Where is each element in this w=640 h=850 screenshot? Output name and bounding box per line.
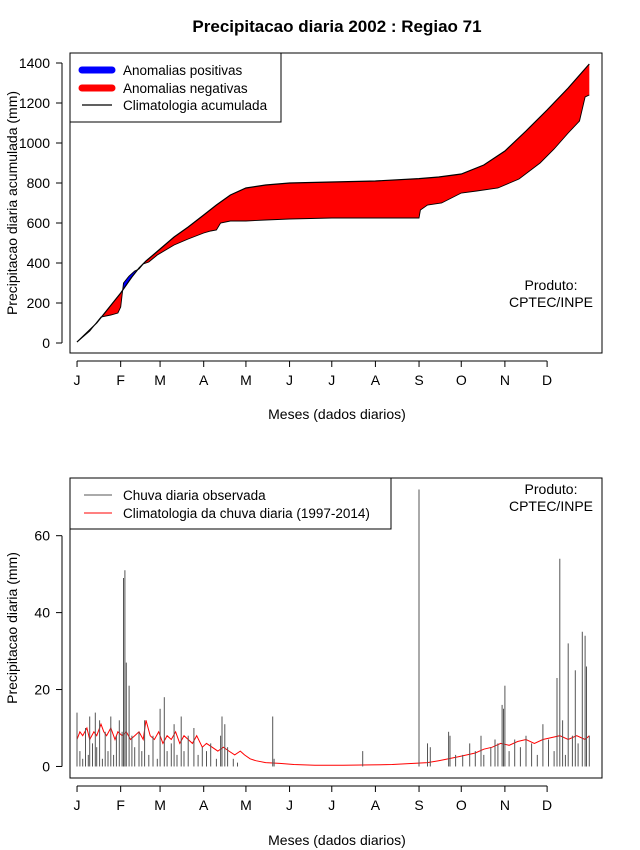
daily-climatology-line — [76, 720, 590, 766]
x-tick-label: M — [240, 372, 252, 388]
y-tick-label: 200 — [27, 295, 51, 311]
legend-2: Chuva diaria observada Climatologia da c… — [69, 477, 392, 530]
series-lines — [76, 63, 590, 343]
y-axis-label: Precipitacao diaria acumulada (mm) — [4, 91, 20, 315]
x-tick-label: D — [542, 372, 552, 388]
chart-title: Precipitacao diaria 2002 : Regiao 71 — [192, 17, 481, 36]
y-axis-2: 0 20 40 60 — [34, 528, 63, 774]
y-axis: 0 200 400 600 800 1000 1200 1400 — [19, 55, 63, 351]
p2-x-tick-label: M — [240, 797, 252, 813]
y-tick-label: 1200 — [19, 95, 50, 111]
x-tick-label: A — [371, 372, 381, 388]
daily-precip-chart: 0 20 40 60 J F M A M J J A S O N D Meses (dados diario… — [4, 477, 603, 848]
legend-label-climatology-daily: Climatologia da chuva diaria (1997-2014) — [123, 506, 370, 521]
legend-label-climatology: Climatologia acumulada — [123, 98, 268, 113]
x-tick-label: N — [500, 372, 510, 388]
y-tick-label: 1400 — [19, 55, 50, 71]
x-tick-label: J — [328, 372, 335, 388]
x-tick-label: O — [456, 372, 467, 388]
y-tick-label: 800 — [27, 175, 51, 191]
legend-label-observed: Chuva diaria observada — [123, 488, 266, 503]
y-tick-label: 400 — [27, 255, 51, 271]
legend-box-2 — [69, 477, 392, 530]
negative-anomaly-area — [139, 64, 590, 269]
legend-label-positive: Anomalias positivas — [123, 63, 243, 78]
p2-x-tick-label: D — [542, 797, 552, 813]
observed-spikes — [76, 489, 590, 767]
observed-cumulative-line — [76, 94, 590, 343]
p2-x-tick-label: J — [328, 797, 335, 813]
p2-x-tick-label: A — [199, 797, 209, 813]
p2-x-tick-label: A — [371, 797, 381, 813]
climatology-line — [76, 720, 590, 766]
p2-y-tick-label: 60 — [34, 528, 50, 544]
x-axis-label-2: Meses (dados diarios) — [268, 832, 406, 848]
x-tick-label: F — [116, 372, 125, 388]
product-annotation-line1: Produto: — [525, 277, 578, 293]
x-tick-label: J — [286, 372, 293, 388]
p2-x-tick-label: O — [456, 797, 467, 813]
y-tick-label: 0 — [42, 335, 50, 351]
y-tick-label: 1000 — [19, 135, 50, 151]
product-annotation-2-line2: CPTEC/INPE — [509, 498, 593, 514]
legend-label-negative: Anomalias negativas — [123, 81, 248, 96]
y-tick-label: 600 — [27, 215, 51, 231]
p2-x-tick-label: S — [414, 797, 423, 813]
x-axis-label: Meses (dados diarios) — [268, 406, 406, 422]
product-annotation-2-line1: Produto: — [525, 481, 578, 497]
x-tick-label: M — [154, 372, 166, 388]
x-tick-label: J — [74, 372, 81, 388]
cumulative-precip-chart: Precipitacao diaria 2002 : Regiao 71 0 20… — [4, 17, 603, 422]
p2-x-tick-label: N — [500, 797, 510, 813]
y-axis-label-2: Precipitacao diaria (mm) — [4, 552, 20, 704]
climatology-cumulative-line — [76, 63, 590, 343]
p2-y-tick-label: 20 — [34, 682, 50, 698]
legend: Anomalias positivas Anomalias negativas … — [69, 52, 282, 123]
negative-anomaly-area — [102, 283, 124, 317]
p2-y-tick-label: 0 — [42, 758, 50, 774]
p2-x-tick-label: J — [74, 797, 81, 813]
x-tick-label: A — [199, 372, 209, 388]
p2-x-tick-label: F — [116, 797, 125, 813]
plot-box — [69, 52, 603, 354]
p2-x-tick-label: M — [154, 797, 166, 813]
x-tick-label: S — [414, 372, 423, 388]
product-annotation-line2: CPTEC/INPE — [509, 294, 593, 310]
p2-y-tick-label: 40 — [34, 605, 50, 621]
p2-x-tick-label: J — [286, 797, 293, 813]
